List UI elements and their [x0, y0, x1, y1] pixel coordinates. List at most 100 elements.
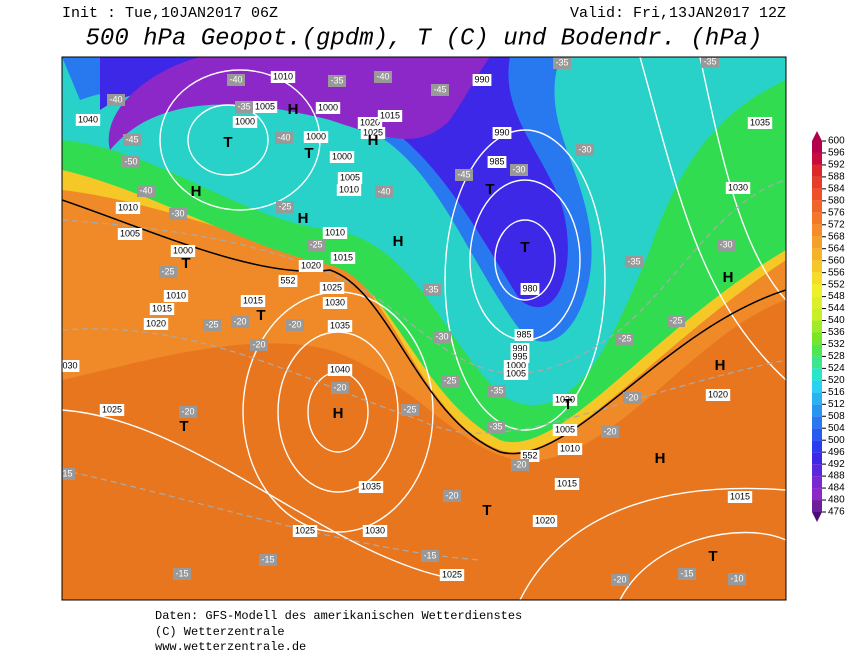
colorbar-label: 484 — [828, 483, 845, 494]
temperature-label: -30 — [435, 331, 448, 341]
pressure-label: 1020 — [555, 394, 575, 404]
pressure-center: T — [181, 255, 190, 272]
colorbar-segment — [812, 344, 822, 357]
temperature-label-box — [616, 333, 634, 345]
temperature-label-box — [328, 75, 346, 87]
temperature-label: -25 — [403, 404, 416, 414]
colorbar-segment — [812, 224, 822, 237]
temperature-label-box — [375, 186, 393, 198]
temperature-label: -15 — [175, 568, 188, 578]
pressure-label: 1025 — [102, 404, 122, 414]
pressure-label: 1020 — [146, 318, 166, 328]
pressure-label: 1040 — [78, 114, 98, 124]
colorbar-label: 568 — [828, 231, 845, 242]
colorbar-segment — [812, 164, 822, 177]
pressure-label-box — [303, 131, 329, 143]
temperature-label: -40 — [277, 132, 290, 142]
temperature-label: -35 — [555, 57, 568, 67]
pressure-label-box — [377, 110, 403, 122]
temperature-label-box — [401, 404, 419, 416]
pressure-center: H — [288, 101, 299, 118]
temperature-label: -50 — [124, 156, 137, 166]
pressure-label: 990 — [512, 343, 527, 353]
temperature-label: -45 — [433, 84, 446, 94]
colorbar-segment — [812, 308, 822, 321]
colorbar-label: 600 — [828, 136, 845, 147]
colorbar-label: 512 — [828, 399, 845, 410]
colorbar-segment — [812, 356, 822, 369]
map: 1040101010051000100010001020102510151000… — [59, 57, 786, 600]
colorbar-segment — [812, 260, 822, 273]
pressure-label-box — [270, 71, 296, 83]
colorbar-label: 540 — [828, 315, 845, 326]
field-cyan — [62, 57, 786, 406]
colorbar-label: 476 — [828, 507, 845, 518]
temperature-label-box — [678, 568, 696, 580]
pressure-label-box — [552, 424, 578, 436]
pressure-label-box — [99, 404, 125, 416]
pressure-label-box — [554, 478, 580, 490]
pressure-label-box — [149, 303, 175, 315]
pressure-label-box — [360, 127, 386, 139]
colorbar-segment — [812, 248, 822, 261]
temperature-label: -15 — [59, 468, 72, 478]
temperature-label: -25 — [618, 333, 631, 343]
colorbar-segment — [812, 440, 822, 453]
temperature-label: -35 — [490, 385, 503, 395]
colorbar-segment — [812, 141, 822, 153]
temperature-label-box — [625, 256, 643, 268]
colorbar-segment — [812, 488, 822, 501]
temperature-label-box — [576, 144, 594, 156]
pressure-label-box — [337, 172, 363, 184]
pressure-label: 1005 — [120, 228, 140, 238]
pressure-label: 985 — [516, 329, 531, 339]
pressure-label-box — [115, 202, 141, 214]
temperature-label: -20 — [233, 316, 246, 326]
pressure-label-box — [163, 290, 189, 302]
pressure-label: 1010 — [166, 290, 186, 300]
pressure-label-box — [327, 364, 353, 376]
temperature-label: -40 — [229, 74, 242, 84]
temperature-label-box — [173, 568, 191, 580]
pressure-label: 1005 — [340, 172, 360, 182]
colorbar-segment — [812, 272, 822, 285]
pressure-center: T — [563, 396, 572, 413]
colorbar-cap — [812, 512, 822, 522]
temperature-label-box — [331, 382, 349, 394]
pressure-label-box — [472, 74, 492, 86]
colorbar-label: 544 — [828, 303, 845, 314]
pressure-center: T — [179, 418, 188, 435]
pressure-label-box — [552, 394, 578, 406]
colorbar-segment — [812, 392, 822, 405]
pressure-center: T — [485, 181, 494, 198]
footer-line: www.wetterzentrale.de — [155, 640, 306, 654]
colorbar-segment — [812, 284, 822, 297]
colorbar-label: 492 — [828, 459, 845, 470]
temperature-label-box — [455, 169, 473, 181]
colorbar-segment — [812, 476, 822, 489]
temperature-label: -25 — [161, 266, 174, 276]
pressure-label: 1025 — [442, 569, 462, 579]
temperature-label: -20 — [513, 459, 526, 469]
pressure-label-box — [514, 329, 534, 341]
temperature-label-box — [179, 406, 197, 418]
temperature-label: -40 — [376, 71, 389, 81]
valid-text: Valid: Fri,13JAN2017 12Z — [570, 5, 786, 22]
temperature-label-box — [728, 573, 746, 585]
colorbar-label: 596 — [828, 148, 845, 159]
map-frame — [61, 56, 787, 601]
temperature-label-box — [159, 266, 177, 278]
pressure-label-box — [532, 515, 558, 527]
pressure-label: 1015 — [557, 478, 577, 488]
pressure-label-box — [330, 252, 356, 264]
pressure-label-box — [487, 156, 507, 168]
colorbar-segment — [812, 368, 822, 381]
temperature-label: -35 — [330, 75, 343, 85]
temperature-label-box — [431, 84, 449, 96]
temperature-label: -25 — [205, 319, 218, 329]
temperature-label-box — [443, 490, 461, 502]
temperature-label: -20 — [445, 490, 458, 500]
temperature-label: -35 — [489, 421, 502, 431]
pressure-center: T — [708, 548, 717, 565]
temperature-label: -20 — [625, 392, 638, 402]
